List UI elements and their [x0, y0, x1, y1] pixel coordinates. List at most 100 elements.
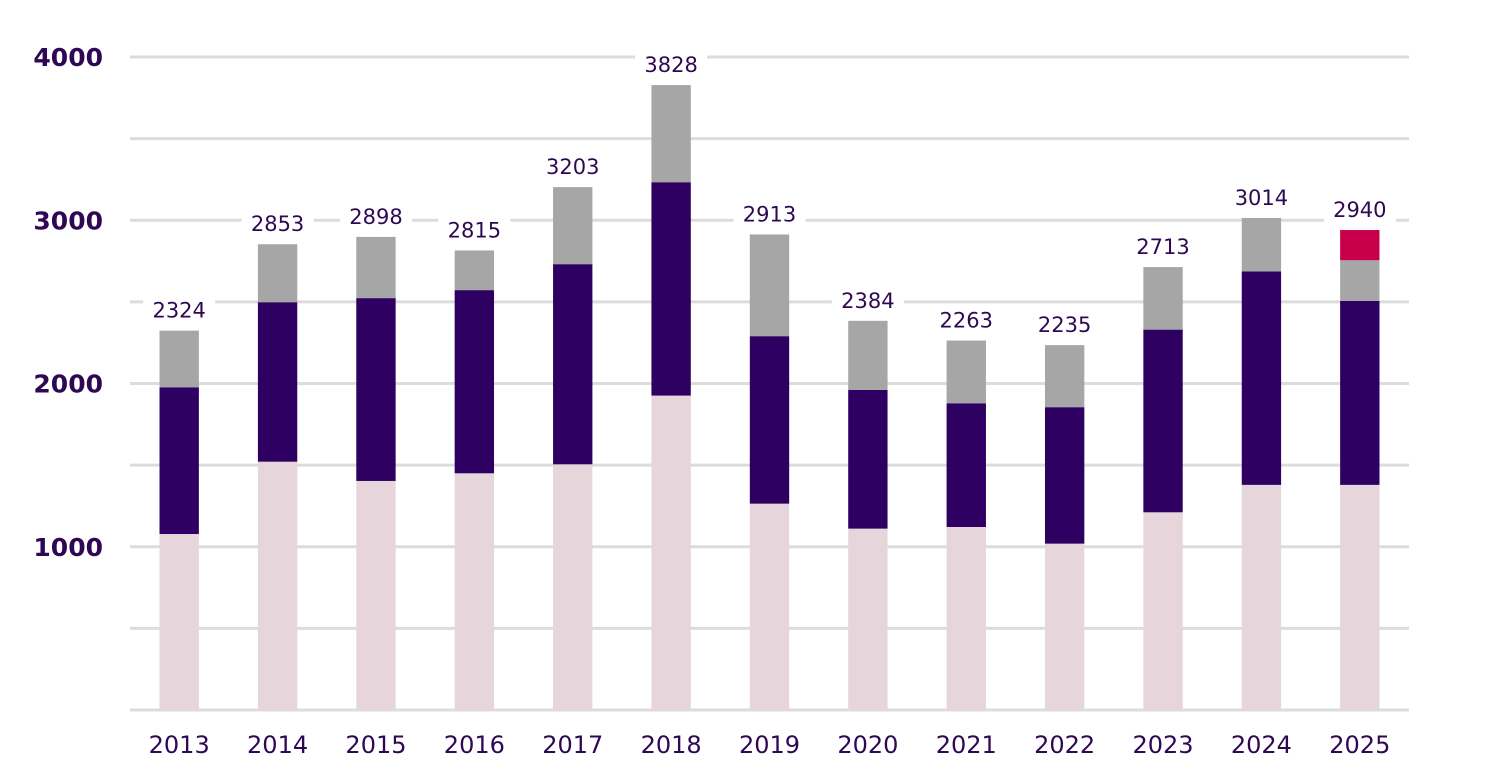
x-tick-label: 2024 — [1231, 731, 1292, 759]
bars — [159, 85, 1380, 710]
total-label: 2815 — [448, 218, 501, 242]
data-labels: 2324 2853 2898 2815 3203 3828 2913 2384 2263 2235… — [143, 51, 1396, 338]
total-label: 2384 — [841, 289, 894, 313]
bar-segment-2-2024 — [1241, 271, 1282, 485]
bar-segment-3-2018 — [651, 85, 691, 183]
bar-segment-2-2021 — [946, 403, 986, 527]
y-axis-ticks: 1000 2000 3000 4000 — [33, 43, 103, 562]
total-label: 2913 — [743, 202, 796, 226]
data-label-background — [1225, 183, 1298, 210]
bar-segment-1-2022 — [1044, 543, 1085, 710]
y-tick-label: 1000 — [33, 533, 103, 562]
bar-segment-1-2021 — [946, 526, 986, 710]
data-label-background — [1127, 233, 1200, 260]
bar-segment-2-2022 — [1044, 407, 1085, 544]
bar-group-2014 — [257, 244, 298, 710]
bar-group-2018 — [651, 85, 691, 710]
y-tick-label: 4000 — [33, 43, 103, 72]
bar-group-2019 — [749, 234, 790, 710]
x-tick-label: 2013 — [149, 731, 210, 759]
bar-segment-2-2016 — [454, 290, 495, 474]
data-label-background — [536, 153, 609, 180]
bar-segment-1-2015 — [356, 480, 396, 710]
bar-segment-3-2017 — [553, 187, 593, 265]
bar-segment-4-2025 — [1340, 230, 1380, 261]
bar-segment-2-2017 — [553, 264, 593, 465]
bar-group-2024 — [1241, 217, 1282, 710]
bar-segment-2-2015 — [356, 298, 396, 481]
bar-group-2016 — [454, 250, 495, 710]
y-tick-label: 2000 — [33, 370, 103, 399]
bar-segment-1-2020 — [848, 528, 888, 710]
data-label-background — [241, 210, 314, 237]
bar-segment-1-2016 — [454, 473, 495, 710]
bar-group-2022 — [1044, 345, 1085, 710]
total-label: 2713 — [1136, 235, 1189, 259]
bar-segment-1-2014 — [257, 461, 298, 710]
data-label-background — [438, 216, 511, 243]
total-label: 3828 — [644, 53, 697, 77]
bar-group-2015 — [356, 236, 396, 710]
bar-segment-1-2023 — [1143, 512, 1183, 710]
data-label-background — [143, 296, 216, 323]
x-tick-label: 2023 — [1132, 731, 1193, 759]
bar-group-2023 — [1143, 267, 1183, 710]
bar-segment-3-2022 — [1044, 345, 1085, 408]
data-label-background — [339, 202, 412, 229]
x-tick-label: 2020 — [837, 731, 898, 759]
bar-group-2020 — [848, 320, 888, 710]
bar-segment-3-2016 — [454, 250, 495, 291]
total-label: 2324 — [152, 299, 205, 323]
x-tick-label: 2018 — [641, 731, 702, 759]
data-label-background — [635, 51, 708, 78]
x-tick-label: 2017 — [542, 731, 603, 759]
bar-segment-3-2021 — [946, 340, 986, 404]
bar-segment-1-2025 — [1340, 484, 1380, 710]
total-label: 2853 — [251, 212, 304, 236]
data-label-background — [1323, 196, 1396, 223]
total-label: 2898 — [349, 205, 402, 229]
bar-segment-2-2023 — [1143, 329, 1183, 513]
bar-segment-3-2019 — [749, 234, 790, 337]
bar-segment-2-2014 — [257, 302, 298, 462]
bar-segment-3-2025 — [1340, 260, 1380, 301]
total-label: 3203 — [546, 155, 599, 179]
bar-group-2017 — [553, 187, 593, 710]
total-label: 3014 — [1235, 186, 1288, 210]
bar-segment-2-2018 — [651, 182, 691, 396]
x-axis-ticks: 2013 2014 2015 2016 2017 2018 2019 2020 2021 2022… — [149, 731, 1391, 759]
bar-segment-1-2018 — [651, 395, 691, 710]
bar-group-2021 — [946, 340, 986, 710]
x-tick-label: 2014 — [247, 731, 308, 759]
data-label-background — [831, 286, 904, 313]
bar-group-2025 — [1340, 230, 1380, 710]
bar-segment-2-2019 — [749, 336, 790, 504]
bar-segment-3-2024 — [1241, 217, 1282, 272]
bar-segment-3-2013 — [159, 330, 199, 388]
y-tick-label: 3000 — [33, 206, 103, 235]
bar-segment-2-2020 — [848, 389, 888, 529]
x-tick-label: 2019 — [739, 731, 800, 759]
bar-segment-3-2015 — [356, 236, 396, 299]
data-label-background — [733, 200, 806, 227]
total-label: 2263 — [940, 309, 993, 333]
total-label: 2940 — [1333, 198, 1386, 222]
bar-segment-2-2025 — [1340, 300, 1380, 485]
x-tick-label: 2015 — [345, 731, 406, 759]
bar-segment-2-2013 — [159, 387, 199, 535]
x-tick-label: 2025 — [1329, 731, 1390, 759]
data-label-background — [930, 306, 1003, 333]
x-tick-label: 2022 — [1034, 731, 1095, 759]
bar-segment-1-2017 — [553, 464, 593, 710]
bar-segment-3-2023 — [1143, 267, 1183, 330]
bar-segment-3-2014 — [257, 244, 298, 303]
data-label-background — [1028, 311, 1101, 338]
bar-segment-1-2019 — [749, 503, 790, 710]
x-tick-label: 2016 — [444, 731, 505, 759]
total-label: 2235 — [1038, 313, 1091, 337]
bar-segment-1-2024 — [1241, 484, 1282, 710]
x-tick-label: 2021 — [936, 731, 997, 759]
bar-segment-3-2020 — [848, 320, 888, 390]
bar-segment-1-2013 — [159, 534, 199, 710]
